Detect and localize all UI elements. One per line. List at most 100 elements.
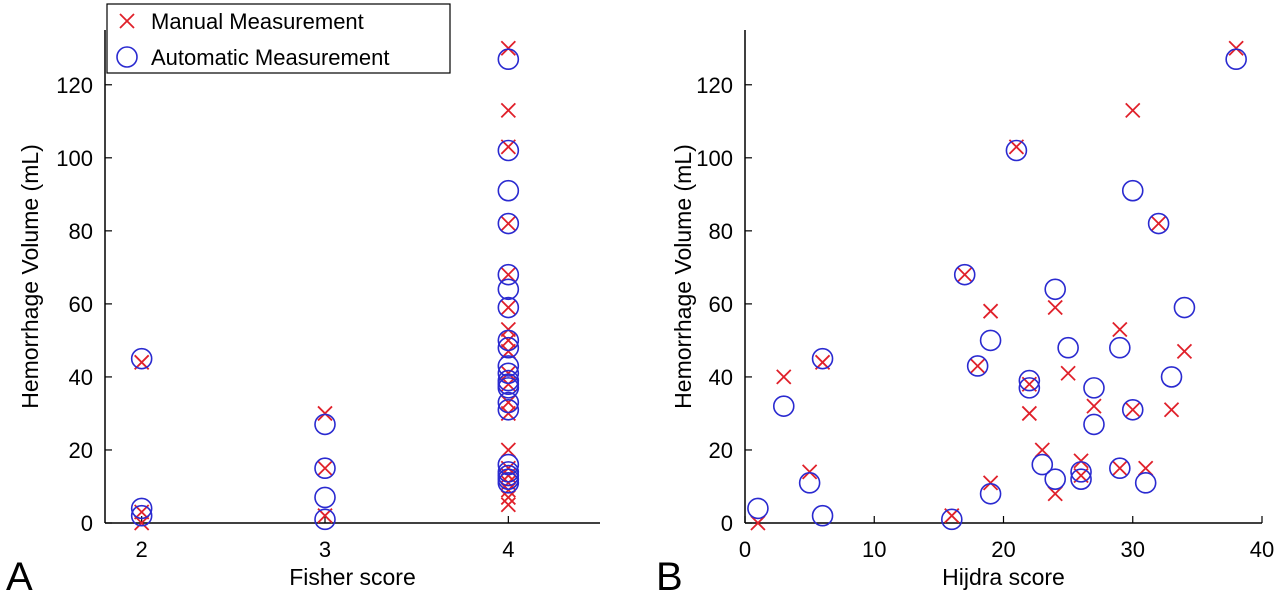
manual-point xyxy=(1021,405,1037,422)
automatic-point xyxy=(497,377,520,399)
automatic-point xyxy=(1057,336,1079,359)
manual-point xyxy=(776,369,792,385)
automatic-point xyxy=(1121,179,1144,202)
automatic-point xyxy=(1005,139,1028,162)
panel-b-y-tick-label: 0 xyxy=(721,511,733,536)
manual-point xyxy=(500,442,516,458)
manual-point xyxy=(982,475,999,491)
panel-b-x-tick-label: 30 xyxy=(1121,537,1145,562)
automatic-point xyxy=(966,355,989,377)
automatic-point xyxy=(953,263,976,286)
automatic-point xyxy=(497,398,520,421)
manual-point xyxy=(500,394,516,411)
panel-a-x-axis-label: Fisher score xyxy=(289,564,416,590)
panel-a-y-tick-label: 40 xyxy=(69,365,93,390)
automatic-point xyxy=(1083,377,1105,399)
panel-a-x-tick-label: 3 xyxy=(319,537,331,562)
automatic-point xyxy=(747,497,769,520)
panel-b-panel-label: B xyxy=(656,555,683,594)
automatic-point xyxy=(798,472,821,494)
automatic-point xyxy=(1225,48,1247,71)
automatic-point xyxy=(1147,212,1170,235)
manual-point xyxy=(1138,460,1154,476)
manual-point xyxy=(1112,460,1128,476)
manual-point xyxy=(1125,402,1141,418)
automatic-point xyxy=(1109,457,1131,480)
legend-box xyxy=(106,3,451,74)
panel-b-y-tick-label: 80 xyxy=(709,219,733,244)
automatic-point xyxy=(497,278,520,301)
manual-point xyxy=(500,321,516,338)
manual-point xyxy=(500,40,516,56)
legend-automatic-icon xyxy=(116,46,138,68)
automatic-point xyxy=(314,457,336,480)
automatic-point xyxy=(314,508,336,531)
manual-point xyxy=(1086,398,1102,414)
automatic-point xyxy=(772,395,795,417)
automatic-point xyxy=(130,347,153,370)
panel-b: 0 20 40 60 80 100 120 0 10 20 30 40 Hijdra score Hemo… xyxy=(656,30,1274,599)
panel-b-y-axis-label: Hemorrhage Volume (mL) xyxy=(670,144,696,409)
panel-b-y-tick-label: 100 xyxy=(696,146,733,171)
panel-b-y-tick-label: 40 xyxy=(709,365,733,390)
manual-point xyxy=(500,215,516,232)
legend: Manual Measurement Automatic Measurement xyxy=(106,3,451,74)
panel-b-y-tick-label: 120 xyxy=(696,73,733,98)
manual-point xyxy=(1073,453,1089,469)
panel-b-y-tick-label: 60 xyxy=(709,292,733,317)
automatic-point xyxy=(497,48,520,71)
manual-point xyxy=(1047,299,1063,316)
automatic-point xyxy=(497,296,520,319)
automatic-point xyxy=(130,497,153,520)
manual-point xyxy=(500,489,516,506)
manual-point xyxy=(1163,402,1180,418)
manual-point xyxy=(1125,102,1141,118)
automatic-point xyxy=(130,504,153,527)
manual-point xyxy=(982,303,999,319)
automatic-point xyxy=(1070,468,1092,490)
panel-a-x-tick-label: 2 xyxy=(136,537,148,562)
manual-point xyxy=(500,102,516,118)
panel-a-series-automatic xyxy=(130,48,520,531)
panel-a-x-tick-label: 4 xyxy=(502,537,514,562)
panel-a-y-tick-label: 120 xyxy=(56,73,93,98)
manual-point xyxy=(500,267,516,283)
panel-a-y-axis-label: Hemorrhage Volume (mL) xyxy=(17,144,43,409)
automatic-point xyxy=(497,453,520,476)
automatic-point xyxy=(1044,468,1066,490)
automatic-point xyxy=(1173,296,1196,319)
automatic-point xyxy=(497,472,520,494)
automatic-point xyxy=(497,336,520,359)
panel-b-x-tick-label: 20 xyxy=(991,537,1015,562)
manual-point xyxy=(801,464,818,480)
manual-point xyxy=(134,515,150,531)
panel-b-series-manual xyxy=(750,40,1244,531)
automatic-point xyxy=(314,486,336,509)
panel-b-x-tick-label: 0 xyxy=(739,537,751,562)
panel-a-y-tick-label: 20 xyxy=(69,438,93,463)
automatic-point xyxy=(1083,413,1105,436)
legend-entry-label: Automatic Measurement xyxy=(151,45,389,70)
automatic-point xyxy=(940,508,963,531)
manual-point xyxy=(317,460,333,476)
manual-point xyxy=(500,365,516,381)
panel-a-y-tick-label: 0 xyxy=(81,511,93,536)
manual-point xyxy=(1150,215,1167,232)
panel-a-series-manual xyxy=(134,40,516,531)
automatic-point xyxy=(1109,336,1131,359)
automatic-point xyxy=(497,391,520,414)
automatic-point xyxy=(1018,377,1041,399)
manual-point xyxy=(1176,343,1193,359)
manual-point xyxy=(1228,40,1244,56)
manual-point xyxy=(500,299,516,316)
manual-point xyxy=(1047,486,1063,502)
automatic-point xyxy=(1160,366,1183,388)
manual-point xyxy=(1060,365,1076,381)
legend-manual-icon xyxy=(119,13,135,29)
automatic-point xyxy=(811,347,834,370)
automatic-point xyxy=(314,413,336,436)
automatic-point xyxy=(497,179,520,202)
legend-entry-label: Manual Measurement xyxy=(151,9,364,34)
panel-b-y-tick-label: 20 xyxy=(709,438,733,463)
manual-point xyxy=(1034,442,1050,458)
